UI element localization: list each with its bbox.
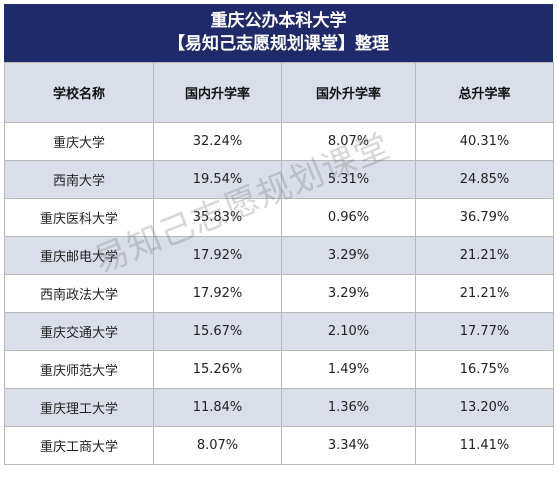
cell-abroad-rate: 3.29% (281, 274, 416, 313)
cell-domestic-rate: 15.67% (153, 312, 282, 351)
cell-school-name: 重庆工商大学 (4, 426, 154, 465)
table-row: 重庆邮电大学 17.92% 3.29% 21.21% (4, 236, 554, 275)
table-row: 重庆师范大学 15.26% 1.49% 16.75% (4, 350, 554, 389)
cell-abroad-rate: 5.31% (281, 160, 416, 199)
cell-domestic-rate: 8.07% (153, 426, 282, 465)
cell-school-name: 重庆师范大学 (4, 350, 154, 389)
cell-school-name: 重庆大学 (4, 122, 154, 161)
cell-abroad-rate: 2.10% (281, 312, 416, 351)
cell-total-rate: 11.41% (415, 426, 554, 465)
title-banner: 重庆公办本科大学 【易知己志愿规划课堂】整理 (4, 4, 553, 62)
header-abroad-rate: 国外升学率 (281, 62, 416, 123)
cell-total-rate: 21.21% (415, 274, 554, 313)
table-row: 西南大学 19.54% 5.31% 24.85% (4, 160, 554, 199)
cell-domestic-rate: 17.92% (153, 274, 282, 313)
cell-school-name: 重庆邮电大学 (4, 236, 154, 275)
cell-school-name: 西南政法大学 (4, 274, 154, 313)
cell-domestic-rate: 17.92% (153, 236, 282, 275)
cell-domestic-rate: 11.84% (153, 388, 282, 427)
page-subtitle: 【易知己志愿规划课堂】整理 (168, 34, 389, 54)
cell-abroad-rate: 3.29% (281, 236, 416, 275)
cell-total-rate: 24.85% (415, 160, 554, 199)
cell-school-name: 重庆医科大学 (4, 198, 154, 237)
table-row: 西南政法大学 17.92% 3.29% 21.21% (4, 274, 554, 313)
table-row: 重庆理工大学 11.84% 1.36% 13.20% (4, 388, 554, 427)
header-domestic-rate: 国内升学率 (153, 62, 282, 123)
header-school-name: 学校名称 (4, 62, 154, 123)
cell-total-rate: 16.75% (415, 350, 554, 389)
cell-total-rate: 17.77% (415, 312, 554, 351)
cell-total-rate: 13.20% (415, 388, 554, 427)
cell-total-rate: 21.21% (415, 236, 554, 275)
table-header-row: 学校名称 国内升学率 国外升学率 总升学率 (4, 62, 554, 123)
table-row: 重庆工商大学 8.07% 3.34% 11.41% (4, 426, 554, 465)
cell-total-rate: 40.31% (415, 122, 554, 161)
table-row: 重庆医科大学 35.83% 0.96% 36.79% (4, 198, 554, 237)
enrollment-rate-table: 学校名称 国内升学率 国外升学率 总升学率 重庆大学 32.24% 8.07% … (4, 62, 554, 465)
cell-abroad-rate: 0.96% (281, 198, 416, 237)
cell-domestic-rate: 19.54% (153, 160, 282, 199)
cell-abroad-rate: 1.36% (281, 388, 416, 427)
cell-abroad-rate: 8.07% (281, 122, 416, 161)
cell-school-name: 西南大学 (4, 160, 154, 199)
page-title: 重庆公办本科大学 (210, 11, 347, 31)
cell-domestic-rate: 35.83% (153, 198, 282, 237)
header-total-rate: 总升学率 (415, 62, 554, 123)
cell-abroad-rate: 1.49% (281, 350, 416, 389)
cell-abroad-rate: 3.34% (281, 426, 416, 465)
cell-total-rate: 36.79% (415, 198, 554, 237)
cell-domestic-rate: 32.24% (153, 122, 282, 161)
cell-school-name: 重庆理工大学 (4, 388, 154, 427)
cell-school-name: 重庆交通大学 (4, 312, 154, 351)
table-row: 重庆大学 32.24% 8.07% 40.31% (4, 122, 554, 161)
cell-domestic-rate: 15.26% (153, 350, 282, 389)
table-row: 重庆交通大学 15.67% 2.10% 17.77% (4, 312, 554, 351)
